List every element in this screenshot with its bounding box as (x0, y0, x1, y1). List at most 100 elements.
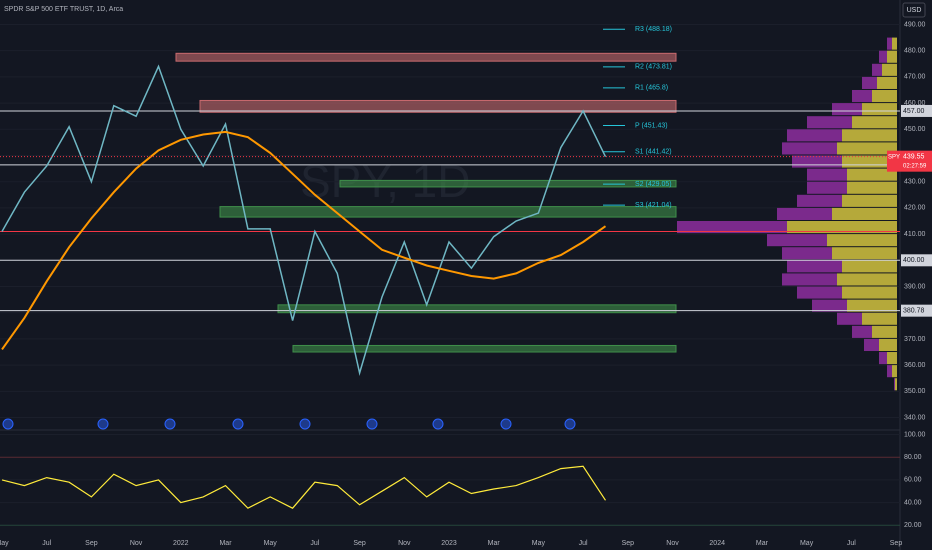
profile-up-bar (887, 50, 897, 63)
price-series (1, 64, 607, 376)
pivot-label: P (451.43) (635, 122, 668, 129)
profile-down-bar (677, 221, 787, 234)
pivot-label: S1 (441.42) (635, 149, 672, 156)
x-tick-label: Nov (130, 540, 143, 547)
dividend-marker (366, 418, 378, 430)
profile-up-bar (847, 299, 897, 312)
y-tick-label: 430.00 (904, 179, 926, 186)
rsi-tick-label: 80.00 (904, 454, 922, 461)
profile-down-bar (787, 129, 842, 142)
profile-down-bar (852, 89, 872, 103)
x-tick-label: May (800, 540, 814, 547)
profile-down-bar (807, 116, 852, 129)
x-tick-label: Jul (847, 540, 856, 547)
y-tick-label: 350.00 (904, 388, 926, 395)
x-tick-label: Nov (398, 540, 411, 547)
profile-down-bar (807, 168, 847, 181)
profile-up-bar (842, 129, 897, 142)
y-tick-label: 490.00 (904, 21, 926, 28)
profile-up-bar (832, 207, 897, 220)
currency[interactable]: USD (907, 7, 922, 14)
price-label-box (901, 254, 932, 267)
profile-down-bar (767, 234, 827, 247)
profile-down-bar (782, 247, 832, 260)
profile-up-bar (832, 247, 897, 260)
pivot-label: S2 (429.05) (635, 181, 672, 188)
profile-down-bar (864, 338, 879, 352)
y-tick-label: 470.00 (904, 74, 926, 81)
profile-up-bar (882, 63, 897, 76)
dividend-marker (164, 418, 176, 430)
dividend-marker (232, 418, 244, 430)
y-tick-label: 360.00 (904, 362, 926, 369)
zone (175, 52, 677, 62)
profile-up-bar (862, 103, 897, 116)
dividend-marker (97, 418, 109, 430)
x-tick-label: Sep (85, 540, 98, 547)
profile-up-bar (872, 89, 897, 103)
dividend-marker (564, 418, 576, 430)
x-tick-label: Mar (219, 540, 232, 547)
profile-down-bar (852, 325, 872, 338)
x-tick-label: 2024 (709, 540, 725, 547)
zone (199, 99, 677, 113)
y-tick-label: 450.00 (904, 126, 926, 133)
x-tick-label: 2022 (173, 540, 189, 547)
x-tick-label: May (264, 540, 278, 547)
pivot-label: R3 (488.18) (635, 26, 672, 33)
zone (339, 179, 677, 188)
price-label-box (901, 304, 932, 317)
x-tick-label: Mar (756, 540, 769, 547)
price-label: 457.00 (903, 108, 925, 115)
rsi-tick-label: 20.00 (904, 522, 922, 529)
zone (292, 344, 677, 353)
profile-up-bar (879, 338, 897, 352)
y-tick-label: 340.00 (904, 414, 926, 421)
profile-up-bar (842, 286, 897, 299)
profile-down-bar (862, 76, 877, 89)
profile-down-bar (797, 286, 842, 299)
price-label: 400.00 (903, 257, 925, 264)
dividend-marker (500, 418, 512, 430)
y-tick-label: 480.00 (904, 48, 926, 55)
profile-up-bar (892, 37, 897, 50)
price-series (1, 130, 607, 350)
profile-down-bar (792, 155, 842, 168)
currency-box[interactable] (902, 2, 926, 18)
profile-up-bar (837, 273, 897, 286)
x-tick-label: Sep (890, 540, 903, 547)
profile-down-bar (812, 299, 847, 312)
profile-up-bar (837, 142, 897, 155)
rsi-tick-label: 40.00 (904, 499, 922, 506)
profile-up-bar (847, 181, 897, 194)
last-price-symbol: SPY (888, 154, 900, 160)
profile-up-bar (827, 234, 897, 247)
dividend-marker (2, 418, 14, 430)
profile-down-bar (782, 273, 837, 286)
profile-up-bar (842, 194, 897, 207)
zone (219, 206, 677, 218)
profile-up-bar (895, 378, 897, 391)
profile-up-bar (892, 365, 897, 378)
dividend-marker (299, 418, 311, 430)
profile-up-bar (852, 116, 897, 129)
x-tick-label: Nov (666, 540, 679, 547)
rsi-line (1, 465, 607, 509)
price-label: 380.78 (903, 308, 925, 315)
x-tick-label: 2023 (441, 540, 457, 547)
profile-up-bar (877, 76, 897, 89)
profile-down-bar (797, 194, 842, 207)
profile-down-bar (879, 352, 887, 365)
profile-up-bar (847, 168, 897, 181)
last-price-label: 439.55 (903, 154, 925, 161)
x-tick-label: Sep (622, 540, 635, 547)
dividend-marker (432, 418, 444, 430)
price-label-box (901, 104, 932, 117)
x-tick-label: Jul (42, 540, 51, 547)
y-tick-label: 370.00 (904, 336, 926, 343)
pivot-label: R2 (473.81) (635, 64, 672, 71)
x-tick-label: May (0, 540, 9, 547)
profile-down-bar (887, 365, 892, 378)
profile-up-bar (862, 312, 897, 325)
